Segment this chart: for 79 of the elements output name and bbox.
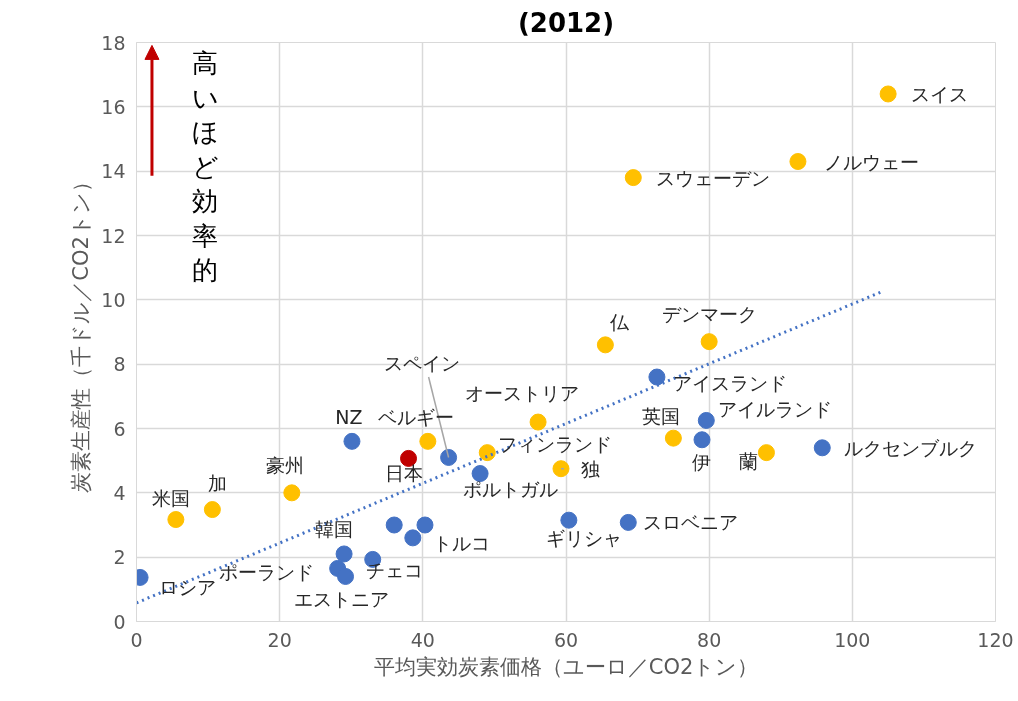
annotation: アイルランド bbox=[718, 398, 833, 421]
annotation: オーストリア bbox=[465, 382, 580, 405]
x-tick-label: 0 bbox=[130, 628, 143, 651]
point bbox=[624, 169, 642, 187]
y-tick-label: 4 bbox=[113, 481, 126, 504]
y-tick-label: 16 bbox=[101, 95, 126, 118]
point bbox=[283, 484, 301, 502]
annotation: NZ bbox=[335, 406, 363, 429]
y-tick-label: 2 bbox=[113, 546, 126, 569]
point bbox=[619, 513, 637, 531]
annotation: 独 bbox=[580, 457, 600, 480]
annotation: フィンランド bbox=[498, 432, 613, 455]
annotation: スウェーデン bbox=[656, 166, 771, 189]
point bbox=[385, 516, 403, 534]
y-axis-title: 炭素生産性（千ドル／CO2トン） bbox=[69, 171, 94, 493]
x-axis-title: 平均実効炭素価格（ユーロ／CO2トン） bbox=[373, 654, 759, 679]
y-tick-label: 10 bbox=[101, 288, 126, 311]
annotation: トルコ bbox=[432, 531, 490, 554]
x-tick-label: 40 bbox=[410, 628, 435, 651]
annotation: 韓国 bbox=[315, 517, 354, 540]
point bbox=[648, 368, 666, 386]
point bbox=[879, 85, 897, 103]
point bbox=[693, 431, 711, 449]
point bbox=[596, 336, 614, 354]
x-tick-label: 20 bbox=[267, 628, 292, 651]
x-tick-label: 80 bbox=[697, 628, 722, 651]
point bbox=[757, 444, 775, 462]
point bbox=[560, 511, 578, 529]
point bbox=[552, 460, 570, 478]
point bbox=[529, 413, 547, 431]
point bbox=[203, 501, 221, 519]
annotation: 高いほど効率的 bbox=[191, 48, 219, 286]
annotation: ロシア bbox=[159, 576, 217, 599]
annotation: アイスランド bbox=[672, 372, 787, 395]
annotation: スロベニア bbox=[643, 511, 739, 534]
annotation: ポルトガル bbox=[462, 477, 558, 500]
annotation: 日本 bbox=[384, 462, 423, 485]
annotation: チェコ bbox=[365, 559, 423, 582]
y-tick-label: 14 bbox=[101, 160, 126, 183]
point bbox=[700, 333, 718, 351]
point bbox=[419, 432, 437, 450]
x-tick-label: 60 bbox=[553, 628, 579, 651]
point bbox=[335, 545, 353, 563]
point bbox=[664, 429, 682, 447]
annotation: スイス bbox=[911, 82, 969, 105]
annotation: 英国 bbox=[642, 405, 681, 428]
point bbox=[167, 511, 185, 529]
point bbox=[343, 432, 361, 450]
x-tick-label: 100 bbox=[834, 628, 871, 651]
annotation: ベルギー bbox=[377, 406, 454, 429]
y-tick-label: 0 bbox=[113, 610, 126, 633]
annotation: ギリシャ bbox=[545, 527, 622, 550]
annotation: ノルウェー bbox=[823, 150, 919, 173]
annotation: 蘭 bbox=[738, 449, 758, 472]
y-tick-label: 12 bbox=[101, 224, 126, 247]
annotation: スペイン bbox=[383, 352, 460, 375]
point bbox=[337, 567, 355, 585]
point bbox=[471, 465, 489, 483]
annotation: エストニア bbox=[294, 588, 390, 611]
point bbox=[813, 439, 831, 457]
annotation: デンマーク bbox=[661, 302, 757, 325]
point bbox=[440, 448, 458, 466]
annotation: 仏 bbox=[608, 310, 630, 333]
x-tick-label: 120 bbox=[977, 628, 1014, 651]
y-tick-label: 6 bbox=[113, 417, 126, 440]
annotation: 米国 bbox=[151, 486, 190, 509]
y-tick-label: 8 bbox=[113, 353, 126, 376]
annotation: ルクセンブルク bbox=[844, 436, 978, 459]
annotation: 加 bbox=[207, 471, 227, 494]
point bbox=[404, 529, 422, 547]
point bbox=[478, 444, 496, 462]
annotation: 豪州 bbox=[265, 453, 304, 476]
point bbox=[697, 411, 715, 429]
annotation: 伊 bbox=[691, 450, 711, 473]
chart-title: (2012) bbox=[517, 7, 615, 38]
annotation: ポーランド bbox=[219, 561, 315, 584]
y-tick-label: 18 bbox=[101, 31, 126, 54]
point bbox=[789, 153, 807, 170]
point bbox=[416, 516, 434, 534]
